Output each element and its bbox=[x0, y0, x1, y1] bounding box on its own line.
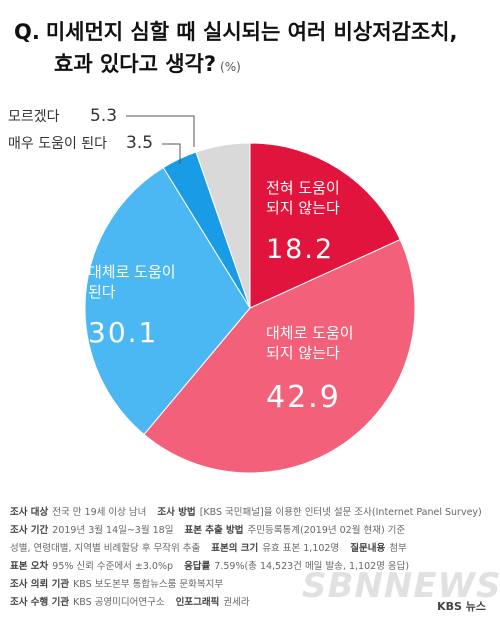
chart-title: Q. 미세먼지 심할 때 실시되는 여러 비상저감조치, 효과 있다고 생각? (%… bbox=[14, 16, 490, 83]
brand-logo: KBS 뉴스 bbox=[437, 600, 486, 613]
callout-leader-line bbox=[126, 115, 195, 147]
pie-slice bbox=[143, 238, 416, 474]
client-value: KBS 보도본부 통합뉴스룸 문화복지부 bbox=[73, 579, 224, 590]
slice-category-label: 전혀 도움이 bbox=[266, 179, 340, 197]
slice-category-label: 되지 않는다 bbox=[266, 344, 340, 362]
notes-row-1: 조사 대상 전국 만 19세 이상 남녀 조사 방법 [KBS 국민패널]을 이용한… bbox=[10, 504, 494, 522]
sample-size-key: 표본의 크기 bbox=[211, 543, 259, 554]
response-value: 7.59%(총 14,523건 메일 발송, 1,102명 응답) bbox=[214, 561, 410, 572]
questionnaire-value: 첨부 bbox=[389, 543, 407, 554]
sampling-value: 주민등록통계(2019년 02월 현재) 기준 bbox=[247, 525, 406, 536]
infographic-key: 인포그래픽 bbox=[175, 597, 220, 608]
pie-slice bbox=[249, 142, 401, 309]
callout-leader-line bbox=[162, 143, 181, 164]
client-key: 조사 의뢰 기관 bbox=[10, 579, 70, 590]
slice-value-label: 42.9 bbox=[266, 380, 341, 415]
title-line-2: 효과 있다고 생각? bbox=[54, 52, 217, 76]
unit-label: (%) bbox=[220, 60, 241, 74]
notes-row-2: 조사 기간 2019년 3월 14일~3월 18일 표본 추출 방법 주민등록통계(… bbox=[10, 522, 494, 540]
slice-category-label: 되지 않는다 bbox=[266, 199, 340, 217]
survey-notes: 조사 대상 전국 만 19세 이상 남녀 조사 방법 [KBS 국민패널]을 이용한… bbox=[10, 504, 494, 612]
response-key: 응답률 bbox=[184, 561, 211, 572]
callout-label: 모르겠다 bbox=[8, 109, 60, 125]
watermark: SBNNEWS bbox=[302, 566, 500, 606]
notes-row-4: 표본 오차 95% 신뢰 수준에서 ±3.0%p 응답률 7.59%(총 14,52… bbox=[10, 558, 494, 576]
questionnaire-key: 질문내용 bbox=[350, 543, 386, 554]
error-value: 95% 신뢰 수준에서 ±3.0%p bbox=[52, 561, 174, 572]
agency-value: KBS 공영미디어연구소 bbox=[73, 597, 165, 608]
sampling-key: 표본 추출 방법 bbox=[184, 525, 244, 536]
title-line-1: 미세먼지 심할 때 실시되는 여러 비상저감조치, bbox=[45, 20, 458, 44]
error-key: 표본 오차 bbox=[10, 561, 49, 572]
slice-value-label: 30.1 bbox=[88, 316, 158, 349]
slice-category-label: 대체로 도움이 bbox=[88, 263, 176, 281]
slice-value-label: 18.2 bbox=[266, 234, 334, 265]
survey-target-key: 조사 대상 bbox=[10, 507, 49, 518]
survey-method-key: 조사 방법 bbox=[157, 507, 196, 518]
slice-category-label: 된다 bbox=[88, 283, 116, 301]
notes-row-3: 성별, 연령대별, 지역별 비례할당 후 무작위 추출 표본의 크기 유효 표본 … bbox=[10, 540, 494, 558]
callout-label: 매우 도움이 된다 bbox=[8, 136, 107, 152]
notes-row-5: 조사 의뢰 기관 KBS 보도본부 통합뉴스룸 문화복지부 bbox=[10, 576, 494, 594]
infographic-value: 권세라 bbox=[223, 597, 250, 608]
survey-period-value: 2019년 3월 14일~3월 18일 bbox=[52, 525, 174, 536]
callout-value: 3.5 bbox=[126, 133, 153, 153]
sampling-value-2: 성별, 연령대별, 지역별 비례할당 후 무작위 추출 bbox=[10, 543, 201, 554]
callout-value: 5.3 bbox=[90, 106, 117, 126]
pie-slice bbox=[84, 166, 251, 436]
survey-target-value: 전국 만 19세 이상 남녀 bbox=[52, 507, 147, 518]
question-prefix: Q. bbox=[14, 20, 40, 44]
slice-category-label: 대체로 도움이 bbox=[266, 324, 354, 342]
survey-period-key: 조사 기간 bbox=[10, 525, 49, 536]
agency-key: 조사 수행 기관 bbox=[10, 597, 70, 608]
notes-row-6: 조사 수행 기관 KBS 공영미디어연구소 인포그래픽 권세라 bbox=[10, 594, 494, 612]
pie-slice bbox=[195, 142, 251, 309]
sample-size-value: 유효 표본 1,102명 bbox=[262, 543, 340, 554]
survey-method-value: [KBS 국민패널]을 이용한 인터넷 설문 조사(Internet Panel… bbox=[199, 507, 482, 518]
